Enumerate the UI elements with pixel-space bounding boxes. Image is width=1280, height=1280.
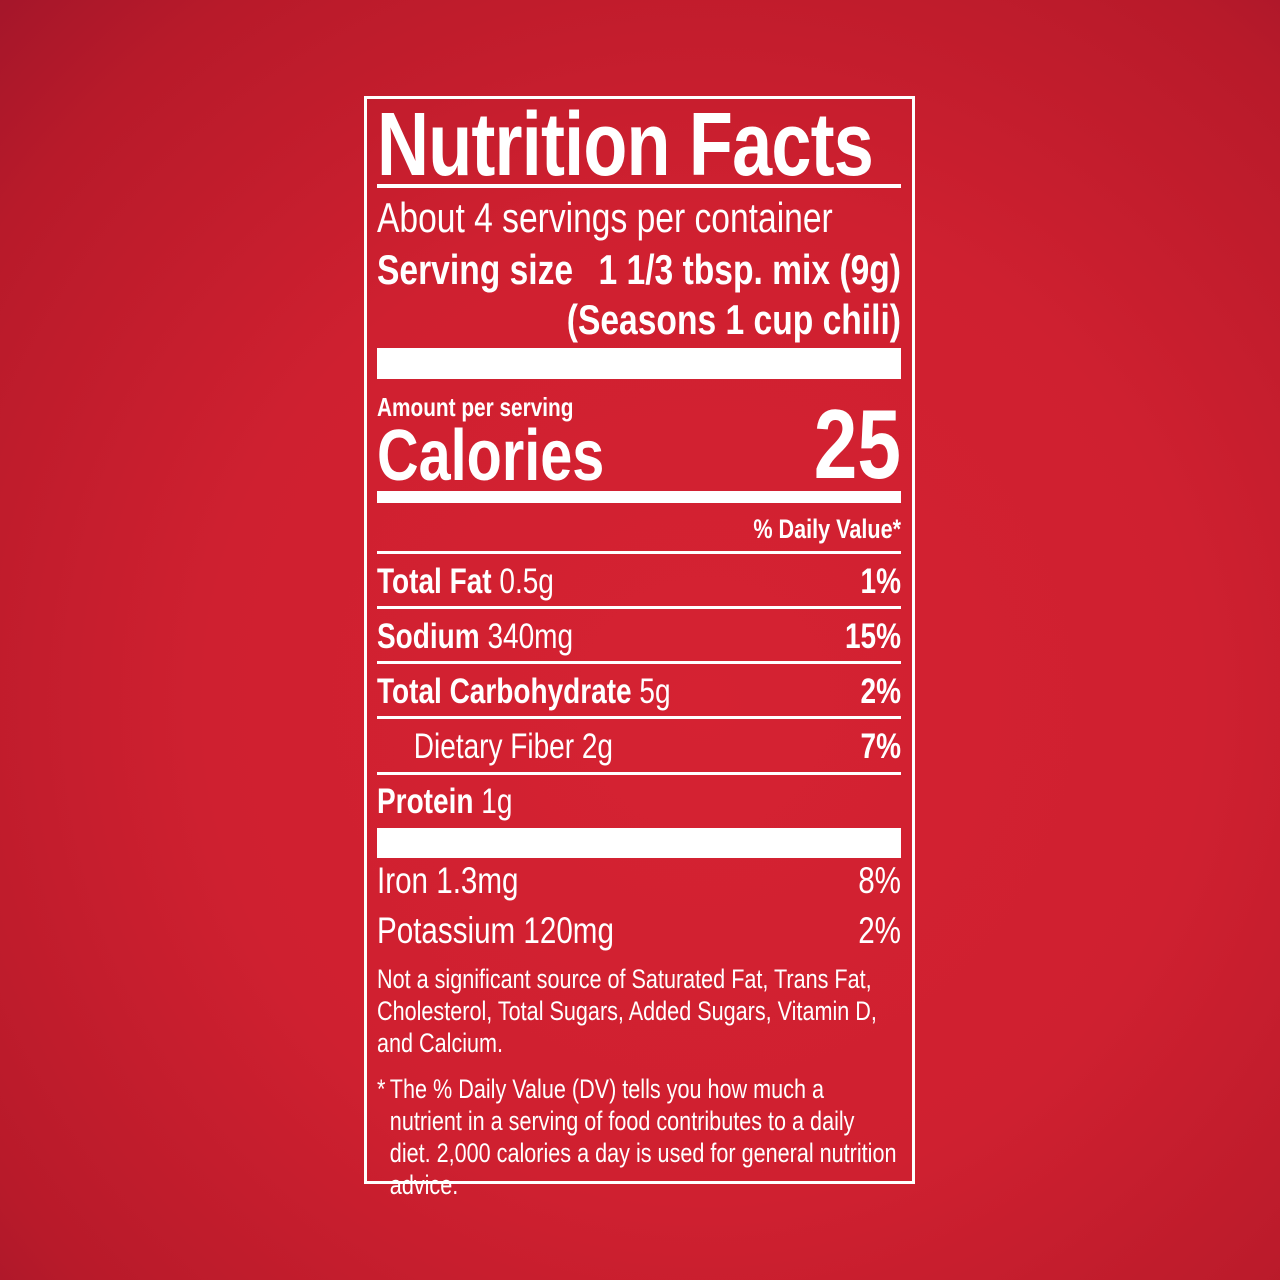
divider xyxy=(377,716,901,719)
nutrient-row-sodium: Sodium 340mg 15% xyxy=(377,617,901,657)
mineral-row-potassium: Potassium 120mg 2% xyxy=(377,909,901,953)
nutrient-row-total-carbohydrate: Total Carbohydrate 5g 2% xyxy=(377,672,901,712)
thick-divider xyxy=(377,828,901,858)
nutrient-row-protein: Protein 1g xyxy=(377,782,901,822)
nutrient-name: Sodium xyxy=(377,617,480,656)
nutrient-name: Protein xyxy=(377,782,474,821)
divider xyxy=(377,661,901,664)
amount-per-serving: Amount per serving xyxy=(377,392,574,422)
serving-size-note: (Seasons 1 cup chili) xyxy=(566,296,901,343)
serving-size-value: 1 1/3 tbsp. mix (9g) xyxy=(598,246,901,293)
divider xyxy=(377,184,901,188)
nutrient-amount: 0.5g xyxy=(499,562,554,601)
mineral-dv: 8% xyxy=(858,860,901,901)
calories-label: Calories xyxy=(377,416,605,496)
servings-per-container: About 4 servings per container xyxy=(377,194,833,241)
mineral-dv: 2% xyxy=(858,910,901,951)
title: Nutrition Facts xyxy=(377,95,874,195)
nutrient-dv: 7% xyxy=(860,727,901,766)
mineral-amount: 1.3mg xyxy=(436,860,519,901)
mineral-row-iron: Iron 1.3mg 8% xyxy=(377,859,901,903)
divider xyxy=(377,606,901,609)
nutrient-name: Total Fat xyxy=(377,562,492,601)
serving-size-label: Serving size xyxy=(377,246,574,293)
mineral-name: Iron xyxy=(377,860,429,901)
footnote-star: * xyxy=(377,1074,386,1104)
mineral-amount: 120mg xyxy=(523,910,614,951)
nutrient-dv: 2% xyxy=(860,672,901,711)
daily-value-footnote: The % Daily Value (DV) tells you how muc… xyxy=(389,1074,897,1200)
nutrient-row-total-fat: Total Fat 0.5g 1% xyxy=(377,562,901,602)
nutrient-amount: 340mg xyxy=(487,617,574,656)
not-significant-note: Not a significant source of Saturated Fa… xyxy=(377,964,877,1058)
nutrient-dv: 1% xyxy=(860,562,901,601)
nutrient-amount: 1g xyxy=(481,782,513,821)
nutrient-dv: 15% xyxy=(844,617,901,656)
mineral-name: Potassium xyxy=(377,910,516,951)
nutrient-row-dietary-fiber: Dietary Fiber 2g 7% xyxy=(377,727,901,767)
thick-divider xyxy=(377,491,901,503)
nutrient-amount: 5g xyxy=(639,672,671,711)
daily-value-header: % Daily Value* xyxy=(753,514,901,544)
divider xyxy=(377,772,901,775)
thick-divider xyxy=(377,348,901,379)
nutrient-name: Total Carbohydrate xyxy=(377,672,632,711)
nutrition-facts-panel xyxy=(364,96,915,1184)
divider xyxy=(377,551,901,554)
calories-value: 25 xyxy=(813,389,901,499)
nutrient-amount: 2g xyxy=(581,727,613,766)
nutrient-name: Dietary Fiber xyxy=(413,727,575,766)
nutrition-facts-content: Nutrition Facts About 4 servings per con… xyxy=(377,95,901,1200)
